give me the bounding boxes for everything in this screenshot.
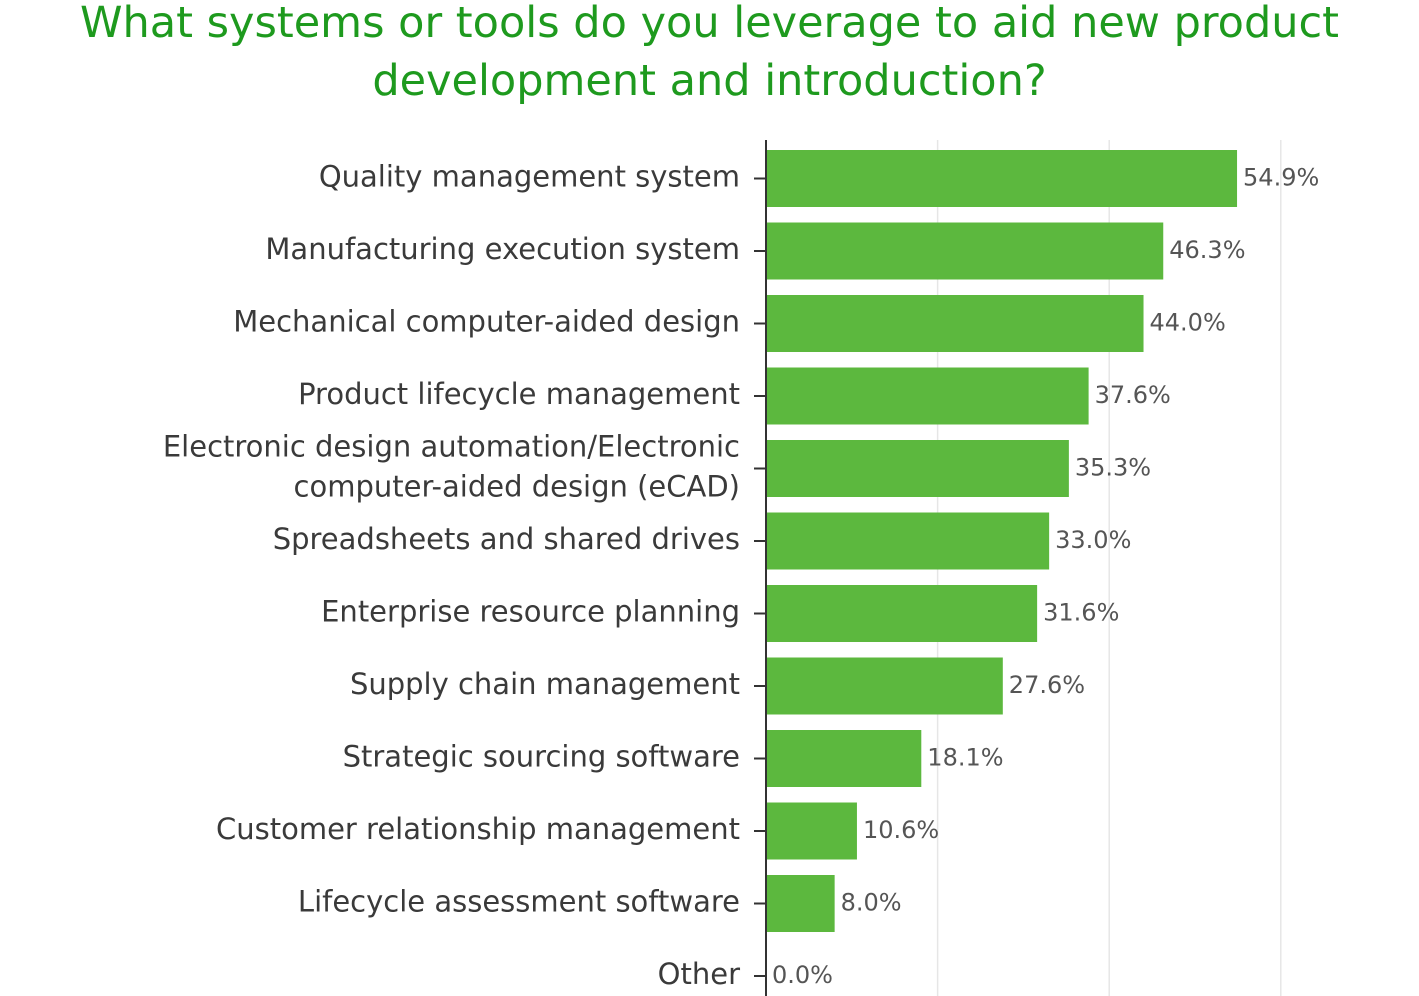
bar [766,512,1050,570]
bar [766,367,1089,425]
category-label: Spreadsheets and shared drives [273,522,740,556]
chart-title: What systems or tools do you leverage to… [79,0,1340,106]
value-label: 27.6% [1009,671,1085,699]
value-label: 0.0% [772,961,833,989]
bar [766,657,1003,715]
category-labels: Quality management system Manufacturing e… [163,160,766,991]
category-label: Electronic design automation/Electronic c… [163,430,740,504]
value-label: 33.0% [1055,526,1131,554]
category-label: Manufacturing execution system [265,232,740,266]
category-label: Supply chain management [350,667,740,701]
value-label: 54.9% [1243,164,1319,192]
category-label: Product lifecycle management [298,377,740,411]
bar [766,440,1069,497]
category-label: Customer relationship management [216,812,740,846]
category-label: Lifecycle assessment software [298,885,740,919]
bar [766,802,857,860]
value-label: 44.0% [1150,309,1226,337]
category-label: Enterprise resource planning [321,595,740,629]
value-label: 46.3% [1169,236,1245,264]
bar [766,222,1164,280]
value-label: 10.6% [863,816,939,844]
bar [766,295,1144,352]
bars [766,150,1238,932]
value-label: 37.6% [1095,381,1171,409]
category-label: Other [658,957,740,991]
value-labels: 54.9% 46.3% 44.0% 37.6% 35.3% 33.0% 31.6% 27.6%… [772,164,1319,990]
value-label: 18.1% [927,744,1003,772]
bar [766,730,922,787]
bar [766,585,1038,642]
category-label: Strategic sourcing software [343,740,740,774]
category-label: Quality management system [319,160,740,194]
value-label: 31.6% [1043,599,1119,627]
category-label: Mechanical computer-aided design [233,305,740,339]
value-label: 8.0% [841,889,902,917]
bar [766,875,835,932]
bar [766,150,1238,207]
value-label: 35.3% [1075,454,1151,482]
